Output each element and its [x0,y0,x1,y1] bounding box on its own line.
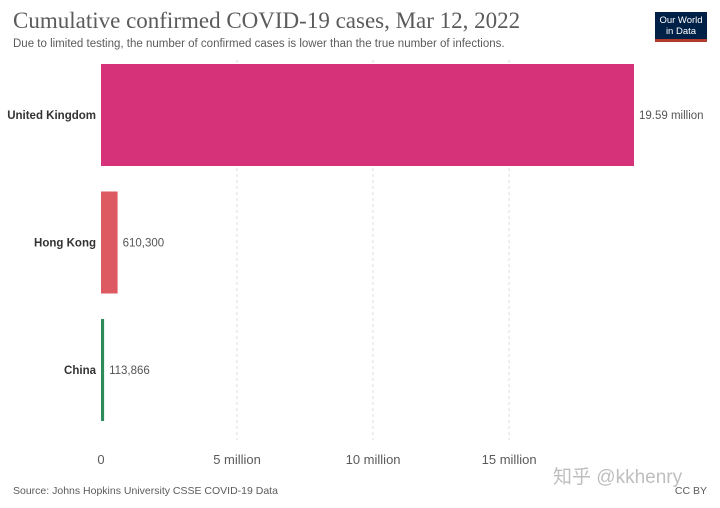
chart-title: Cumulative confirmed COVID-19 cases, Mar… [13,8,521,33]
source-note[interactable]: Source: Johns Hopkins University CSSE CO… [13,485,278,497]
value-label: 19.59 million [639,110,704,122]
license-link[interactable]: CC BY [674,485,707,497]
bar [101,191,118,294]
value-label: 113,866 [109,365,150,377]
bar [101,64,634,166]
watermark: 知乎 @kkhenry [553,467,683,488]
owid-logo[interactable]: Our World in Data [655,12,707,42]
x-tick-label: 10 million [346,452,401,467]
category-label: China [64,365,97,377]
category-label: Hong Kong [34,238,96,250]
logo-line-2: in Data [665,26,697,37]
x-tick-label: 0 [97,452,104,467]
value-label: 610,300 [123,238,165,250]
x-tick-label: 15 million [482,452,537,467]
bar [101,319,105,421]
category-label: United Kingdom [7,110,96,122]
chart-subtitle: Due to limited testing, the number of co… [13,38,505,50]
x-tick-label: 5 million [213,452,261,467]
logo-line-1: Our World [659,15,703,26]
